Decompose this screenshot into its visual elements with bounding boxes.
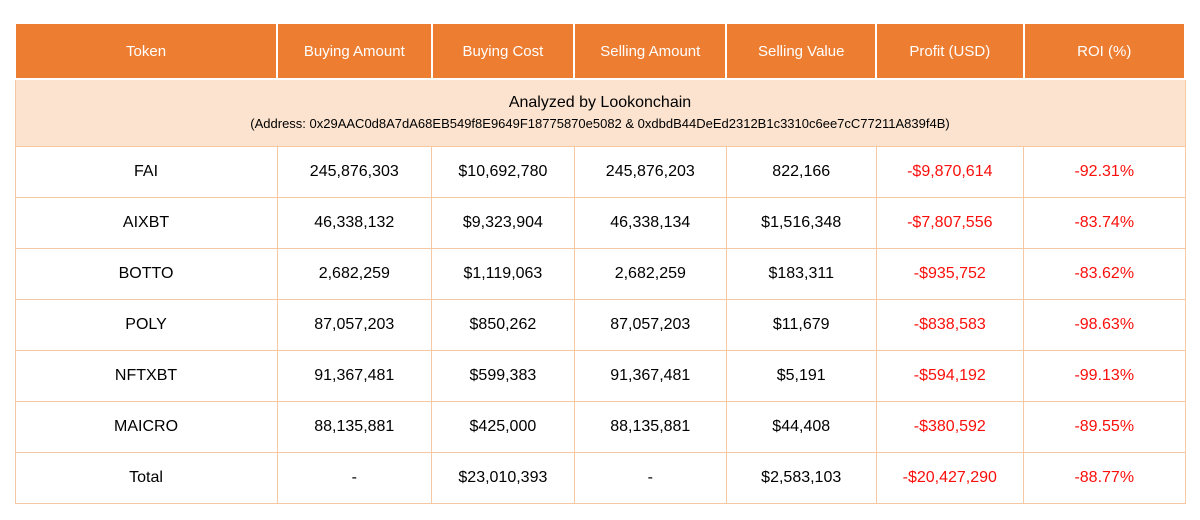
buying-amount-cell: 91,367,481 bbox=[276, 349, 433, 402]
buying-cost-cell: $9,323,904 bbox=[431, 196, 575, 249]
token-cell: POLY bbox=[14, 298, 278, 351]
selling-value-cell: $2,583,103 bbox=[725, 451, 877, 504]
table-row-botto: BOTTO 2,682,259 $1,119,063 2,682,259 $18… bbox=[14, 247, 1186, 300]
roi-cell: -99.13% bbox=[1023, 349, 1186, 402]
roi-cell: -92.31% bbox=[1023, 145, 1186, 198]
roi-cell: -98.63% bbox=[1023, 298, 1186, 351]
col-header-selling-amount: Selling Amount bbox=[573, 22, 728, 80]
selling-amount-cell: 88,135,881 bbox=[573, 400, 727, 453]
buying-cost-cell: $599,383 bbox=[431, 349, 575, 402]
table-row-nftxbt: NFTXBT 91,367,481 $599,383 91,367,481 $5… bbox=[14, 349, 1186, 402]
buying-cost-cell: $425,000 bbox=[431, 400, 575, 453]
profit-cell: -$838,583 bbox=[875, 298, 1025, 351]
col-header-buying-amount: Buying Amount bbox=[276, 22, 433, 80]
token-cell: FAI bbox=[14, 145, 278, 198]
caption-row: Analyzed by Lookonchain (Address: 0x29AA… bbox=[14, 78, 1186, 147]
selling-amount-cell: 245,876,203 bbox=[573, 145, 727, 198]
analyzed-by-title: Analyzed by Lookonchain bbox=[508, 94, 692, 112]
buying-cost-cell: $23,010,393 bbox=[431, 451, 575, 504]
buying-amount-cell: - bbox=[276, 451, 433, 504]
selling-value-cell: $1,516,348 bbox=[725, 196, 877, 249]
roi-cell: -89.55% bbox=[1023, 400, 1186, 453]
selling-value-cell: $5,191 bbox=[725, 349, 877, 402]
selling-value-cell: $11,679 bbox=[725, 298, 877, 351]
table-row-fai: FAI 245,876,303 $10,692,780 245,876,203 … bbox=[14, 145, 1186, 198]
buying-amount-cell: 2,682,259 bbox=[276, 247, 433, 300]
profit-cell: -$20,427,290 bbox=[875, 451, 1025, 504]
token-pnl-table: Token Buying Amount Buying Cost Selling … bbox=[13, 22, 1186, 504]
caption-cell: Analyzed by Lookonchain (Address: 0x29AA… bbox=[14, 78, 1186, 147]
profit-cell: -$935,752 bbox=[875, 247, 1025, 300]
token-cell: MAICRO bbox=[14, 400, 278, 453]
selling-value-cell: $44,408 bbox=[725, 400, 877, 453]
selling-value-cell: $183,311 bbox=[725, 247, 877, 300]
col-header-roi: ROI (%) bbox=[1022, 22, 1186, 80]
col-header-selling-value: Selling Value bbox=[725, 22, 878, 80]
col-header-buying-cost: Buying Cost bbox=[430, 22, 576, 80]
selling-amount-cell: 87,057,203 bbox=[573, 298, 727, 351]
token-cell: BOTTO bbox=[14, 247, 278, 300]
col-header-token: Token bbox=[13, 22, 279, 80]
buying-amount-cell: 245,876,303 bbox=[276, 145, 433, 198]
table-row-maicro: MAICRO 88,135,881 $425,000 88,135,881 $4… bbox=[14, 400, 1186, 453]
token-cell: NFTXBT bbox=[14, 349, 278, 402]
buying-cost-cell: $850,262 bbox=[431, 298, 575, 351]
buying-amount-cell: 88,135,881 bbox=[276, 400, 433, 453]
table-row-poly: POLY 87,057,203 $850,262 87,057,203 $11,… bbox=[14, 298, 1186, 351]
table-row-aixbt: AIXBT 46,338,132 $9,323,904 46,338,134 $… bbox=[14, 196, 1186, 249]
buying-cost-cell: $1,119,063 bbox=[431, 247, 575, 300]
buying-cost-cell: $10,692,780 bbox=[431, 145, 575, 198]
buying-amount-cell: 46,338,132 bbox=[276, 196, 433, 249]
profit-cell: -$380,592 bbox=[875, 400, 1025, 453]
selling-amount-cell: 2,682,259 bbox=[573, 247, 727, 300]
roi-cell: -83.74% bbox=[1023, 196, 1186, 249]
profit-cell: -$594,192 bbox=[875, 349, 1025, 402]
token-cell: Total bbox=[14, 451, 278, 504]
token-cell: AIXBT bbox=[14, 196, 278, 249]
col-header-profit-usd: Profit (USD) bbox=[875, 22, 1025, 80]
table-row-total: Total - $23,010,393 - $2,583,103 -$20,42… bbox=[14, 451, 1186, 504]
header-row: Token Buying Amount Buying Cost Selling … bbox=[13, 22, 1186, 80]
selling-amount-cell: 91,367,481 bbox=[573, 349, 727, 402]
selling-amount-cell: 46,338,134 bbox=[573, 196, 727, 249]
selling-amount-cell: - bbox=[573, 451, 727, 504]
roi-cell: -83.62% bbox=[1023, 247, 1186, 300]
profit-cell: -$7,807,556 bbox=[875, 196, 1025, 249]
roi-cell: -88.77% bbox=[1023, 451, 1186, 504]
profit-cell: -$9,870,614 bbox=[875, 145, 1025, 198]
wallet-addresses: (Address: 0x29AAC0d8A7dA68EB549f8E9649F1… bbox=[250, 116, 950, 132]
selling-value-cell: 822,166 bbox=[725, 145, 877, 198]
buying-amount-cell: 87,057,203 bbox=[276, 298, 433, 351]
